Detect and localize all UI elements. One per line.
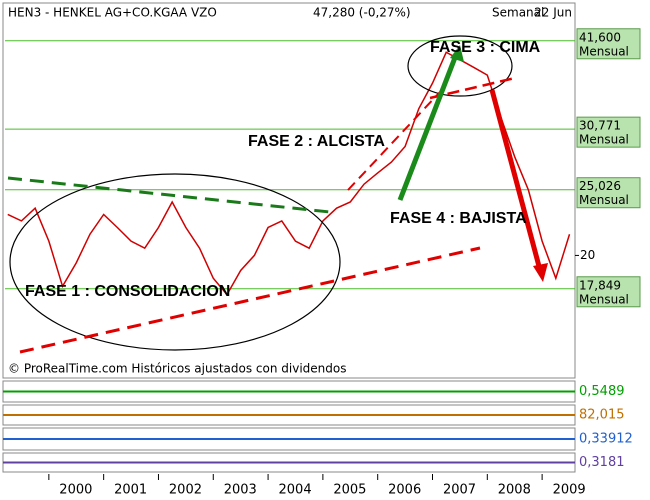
trend-line — [7, 176, 331, 214]
x-tick-label: 2009 — [553, 483, 586, 498]
x-tick-label: 2008 — [498, 483, 531, 498]
tick-box — [576, 177, 641, 209]
annotation: FASE 4 : BAJISTA — [390, 210, 527, 227]
plot-area — [5, 40, 575, 296]
y-tick-label: 30,771 — [579, 119, 621, 133]
date-label: 22 Jun — [534, 6, 572, 20]
tick-box — [576, 28, 641, 60]
tick-box — [576, 276, 641, 308]
x-tick-label: 2004 — [279, 483, 312, 498]
chart-title: HEN3 - HENKEL AG+CO.KGAA VZO — [8, 6, 217, 20]
phase-ellipse — [407, 35, 513, 97]
x-tick-label: 2001 — [114, 483, 147, 498]
trend-line — [347, 91, 441, 191]
x-tick-label: 2000 — [59, 483, 92, 498]
period-label: Semanal — [492, 6, 544, 20]
indicator-value: 0,33912 — [579, 432, 633, 447]
indicator-value: 0,3181 — [579, 455, 625, 470]
y-tick-label: 20 — [580, 248, 595, 262]
phase-ellipse — [9, 173, 341, 351]
indicator-value: 0,5489 — [579, 384, 625, 399]
x-tick-label: 2002 — [169, 483, 202, 498]
annotation: FASE 3 : CIMA — [430, 39, 541, 56]
price-line — [7, 51, 571, 296]
y-tick-note: Mensual — [579, 193, 629, 207]
price-label: 47,280 (-0,27%) — [313, 6, 411, 20]
credit: © ProRealTime.com Históricos ajustados c… — [8, 362, 346, 376]
x-tick-label: 2006 — [388, 483, 421, 498]
plot-frame — [2, 2, 576, 379]
arrow-head — [450, 45, 464, 62]
y-tick-note: Mensual — [579, 44, 629, 58]
x-tick-label: 2007 — [443, 483, 476, 498]
y-tick-label: 17,849 — [579, 278, 621, 292]
arrow-head — [533, 263, 548, 282]
phase-arrow — [397, 54, 459, 201]
y-tick-label: 25,026 — [579, 179, 621, 193]
y-tick-note: Mensual — [579, 133, 629, 147]
x-tick-label: 2003 — [224, 483, 257, 498]
indicator-value: 82,015 — [579, 408, 625, 423]
y-tick-label: 41,600 — [579, 30, 621, 44]
trend-line — [429, 76, 516, 100]
y-tick-note: Mensual — [579, 292, 629, 306]
phase-arrow — [489, 89, 543, 271]
x-tick-label: 2005 — [333, 483, 366, 498]
annotation: FASE 2 : ALCISTA — [248, 133, 385, 150]
annotation: FASE 1 : CONSOLIDACION — [25, 283, 230, 300]
trend-line — [19, 246, 481, 354]
tick-box — [576, 116, 641, 148]
